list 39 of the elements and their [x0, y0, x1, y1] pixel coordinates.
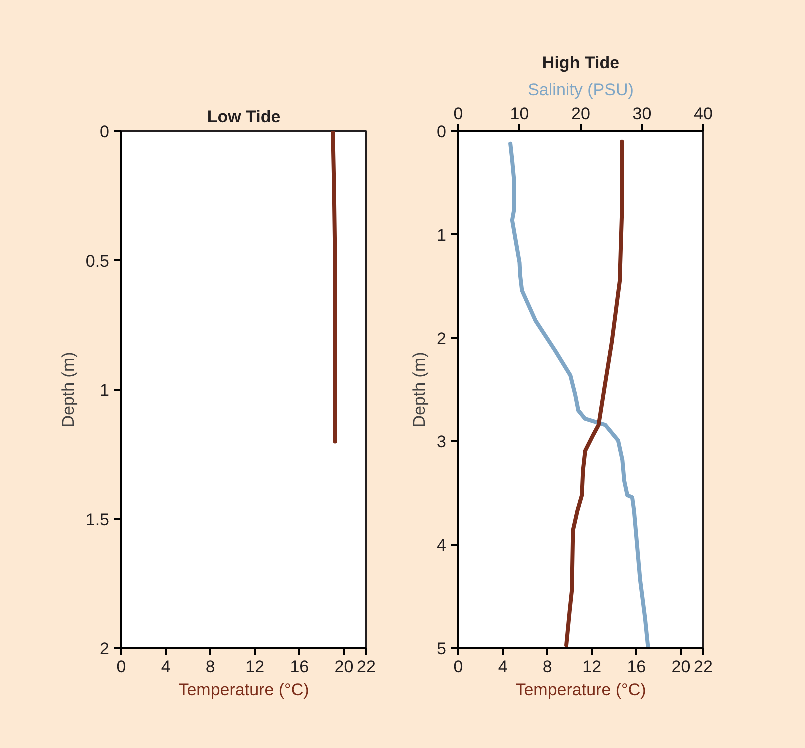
x-tick-label: 16: [290, 658, 310, 676]
y-tick-label: 1: [100, 381, 110, 400]
line-series: [331, 132, 338, 444]
x-tick-label: 22: [694, 658, 713, 676]
x-tick-label: 22: [357, 658, 376, 676]
y-tick-label: 2: [437, 329, 447, 348]
y-tick-label: 4: [437, 536, 447, 556]
y-axis-title: Depth (m): [410, 352, 430, 428]
x2-tick-label: 10: [510, 104, 530, 124]
y-tick-label: 5: [437, 640, 447, 658]
y-tick-label: 1: [437, 226, 447, 245]
chart-title: High Tide: [542, 54, 620, 72]
x2-tick-label: 30: [632, 104, 652, 124]
x2-tick-label: 20: [572, 104, 590, 124]
y-axis-title: Depth (m): [58, 352, 78, 428]
y-tick-label: 1.5: [86, 510, 110, 530]
x2-tick-label: 40: [694, 104, 713, 124]
x-tick-label: 20: [672, 658, 691, 676]
x-tick-label: 0: [116, 658, 126, 676]
x-tick-label: 20: [334, 658, 354, 676]
line-series: [564, 140, 624, 648]
x-tick-label: 8: [206, 658, 216, 676]
x-axis-title: Temperature (°C): [178, 680, 310, 700]
x-tick-label: 4: [498, 658, 508, 676]
x-tick-label: 0: [454, 658, 464, 676]
chart-title: Low Tide: [207, 108, 281, 126]
x-tick-label: 4: [161, 658, 171, 676]
y-tick-label: 2: [100, 640, 110, 658]
x-tick-label: 12: [246, 658, 265, 676]
y-tick-label: 3: [437, 432, 447, 452]
y-tick-label: 0.5: [86, 252, 110, 271]
x-tick-label: 12: [582, 658, 602, 676]
x-tick-label: 16: [627, 658, 646, 676]
y-tick-label: 0: [437, 122, 447, 142]
x2-axis-title: Salinity (PSU): [528, 80, 634, 100]
x2-tick-label: 0: [454, 104, 464, 124]
x-tick-label: 8: [542, 658, 552, 676]
y-tick-label: 0: [100, 122, 110, 142]
x-axis-title: Temperature (°C): [516, 680, 646, 700]
